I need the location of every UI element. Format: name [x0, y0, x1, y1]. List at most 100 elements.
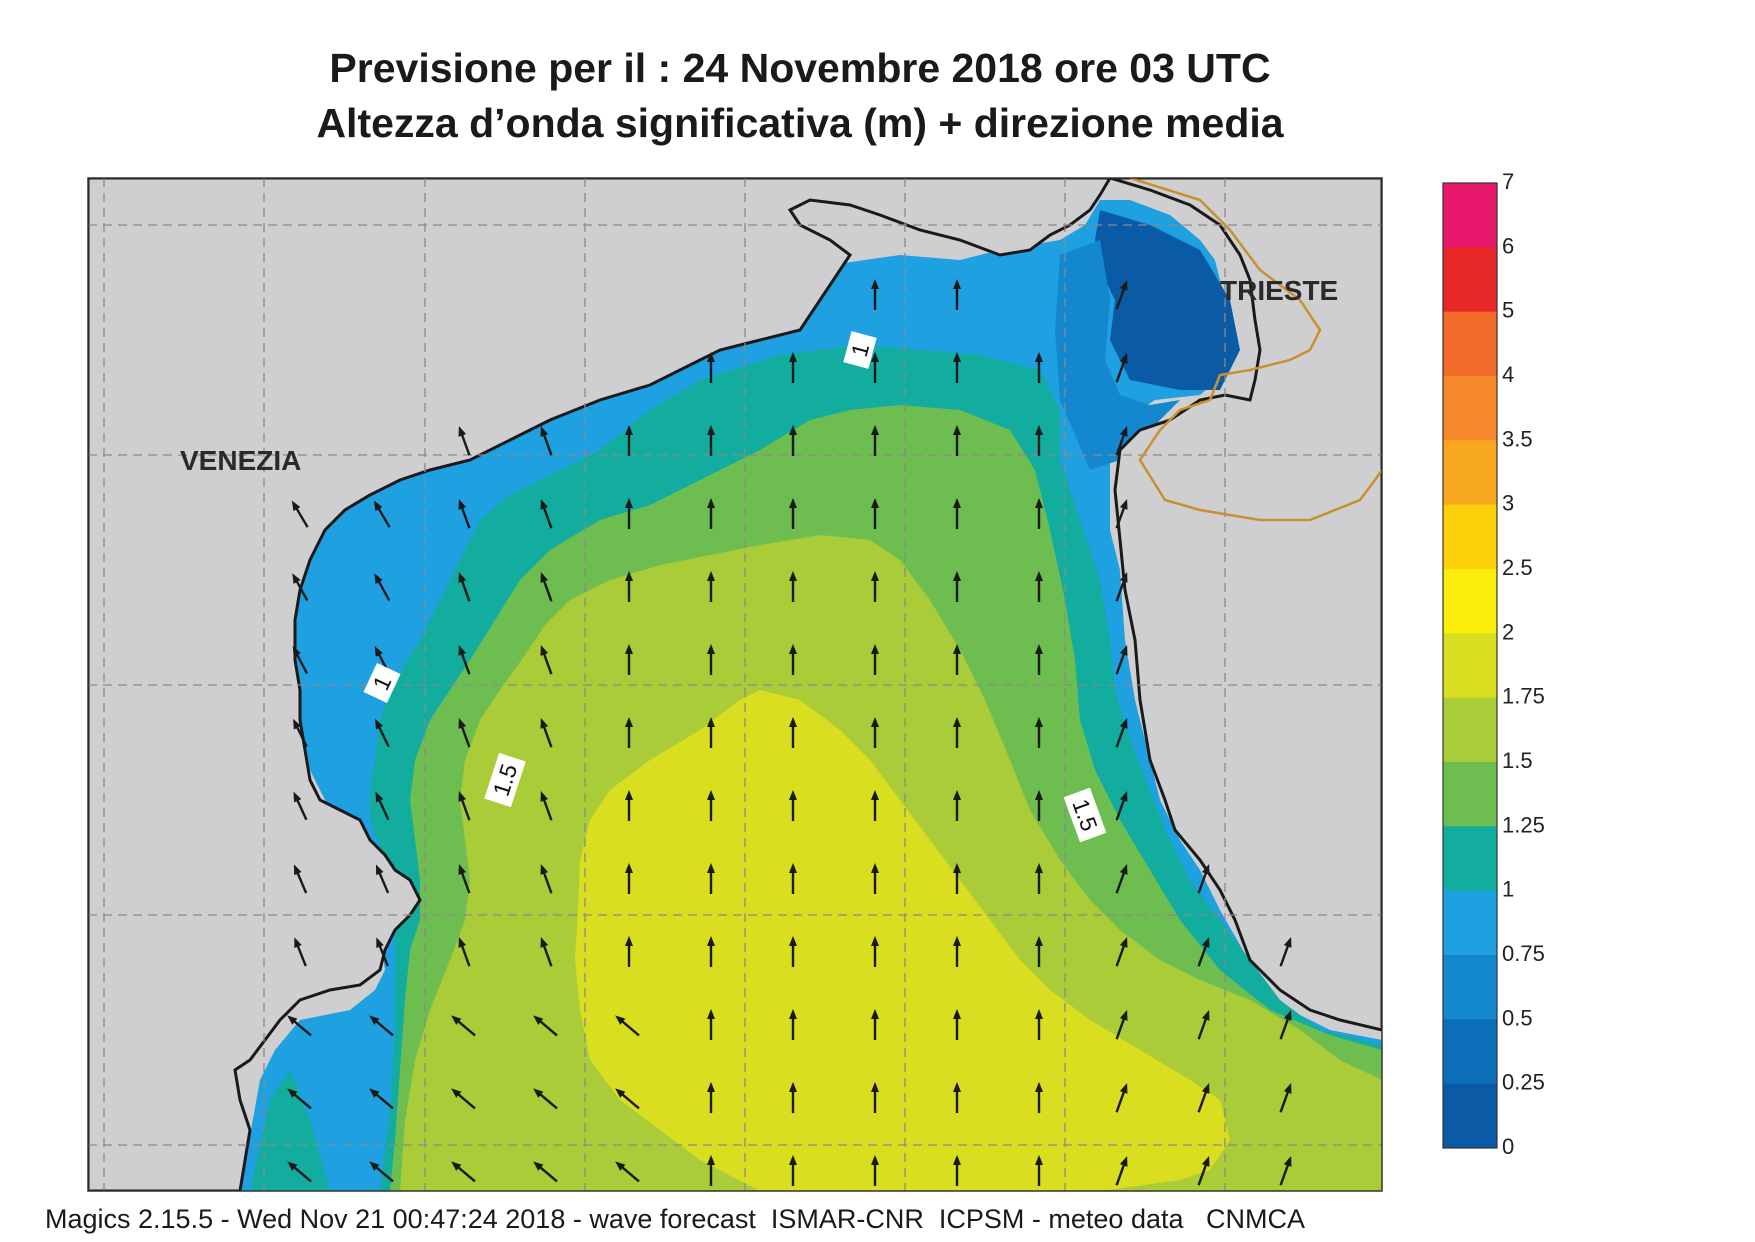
legend-tick-label: 0 [1502, 1134, 1514, 1159]
wave-arrow [615, 1088, 640, 1110]
wave-arrow [451, 1088, 476, 1110]
colorbar-legend: 7 6 5 4 3.5 3 2.5 2 1.75 1.5 1.25 1 0.75 0.5 0.25 0 [1442, 169, 1545, 1159]
wave-arrow [1279, 1156, 1292, 1186]
wave-arrow [293, 718, 308, 748]
footer-credit: Magics 2.15.5 - Wed Nov 21 00:47:24 2018… [45, 1204, 1305, 1234]
wave-arrow [540, 718, 553, 748]
wave-arrow [369, 1015, 394, 1037]
legend-tick-label: 1.75 [1502, 684, 1545, 709]
legend-tick-label: 7 [1502, 169, 1514, 194]
wave-arrow [458, 645, 471, 675]
wave-arrow [369, 1161, 394, 1183]
legend-tick-label: 2.5 [1502, 555, 1533, 580]
wave-arrow [1115, 864, 1128, 894]
sea-band-175-2 [575, 690, 1230, 1191]
wave-arrow [1115, 572, 1128, 602]
wave-arrow [1115, 1010, 1128, 1040]
city-label-venezia: VENEZIA [180, 445, 301, 476]
legend-tick-label: 1.25 [1502, 812, 1545, 837]
wave-arrow [540, 572, 553, 602]
wave-arrow [451, 1161, 476, 1183]
wave-arrow [615, 1161, 640, 1183]
wave-arrow [540, 791, 553, 821]
legend-swatch [1443, 890, 1497, 956]
legend-tick-label: 1 [1502, 877, 1514, 902]
legend-tick-label: 0.25 [1502, 1070, 1545, 1095]
wave-arrow [458, 937, 471, 967]
wave-arrow [287, 1088, 312, 1110]
map-area: 1 1 1.5 1.5 VENEZIA TRIESTE [88, 178, 1382, 1191]
wave-arrow [375, 791, 390, 821]
land-istria [1109, 178, 1382, 1032]
legend-swatch [1443, 247, 1497, 313]
wave-arrow [451, 1015, 476, 1037]
wave-arrow [540, 645, 553, 675]
wave-arrow [292, 573, 309, 601]
wave-arrow [533, 1015, 558, 1037]
wave-arrow [533, 1161, 558, 1183]
map-title-line1: Previsione per il : 24 Novembre 2018 ore… [329, 45, 1271, 91]
legend-tick-label: 1.5 [1502, 748, 1533, 773]
legend-swatch [1443, 440, 1497, 506]
wave-arrow [1115, 499, 1128, 529]
legend-swatch [1443, 762, 1497, 827]
wave-arrow [615, 1015, 640, 1037]
legend-tick-label: 6 [1502, 233, 1514, 258]
legend-swatch [1443, 183, 1497, 248]
wave-arrow [293, 864, 308, 894]
legend-swatch [1443, 826, 1497, 892]
wave-arrow [458, 718, 471, 748]
wave-arrow [1115, 718, 1128, 748]
wave-arrow [1115, 280, 1128, 310]
legend-tick-label: 4 [1502, 362, 1514, 387]
wave-arrow [1115, 353, 1128, 383]
legend-swatch [1443, 1019, 1497, 1085]
national-border [1129, 178, 1382, 522]
contour-label-1-north: 1 [843, 331, 877, 369]
wave-arrow [1197, 1083, 1210, 1113]
legend-swatch [1443, 1083, 1497, 1149]
wave-arrow [287, 1015, 312, 1037]
wave-arrow [533, 1088, 558, 1110]
wave-arrow [287, 1161, 312, 1183]
wave-arrow [374, 573, 391, 601]
wave-arrow [1279, 1083, 1292, 1113]
wave-direction-arrows [287, 278, 1292, 1186]
wave-arrow [1115, 645, 1128, 675]
wave-arrow [1115, 426, 1128, 456]
wave-arrow [373, 500, 391, 528]
wave-arrow [458, 864, 471, 894]
graticule [88, 178, 1382, 1191]
legend-tick-label: 3.5 [1502, 426, 1533, 451]
map-frame [87, 177, 1383, 1192]
land-lagoon-venezia [88, 178, 1112, 1191]
wave-arrow [376, 937, 389, 967]
wave-arrow [1115, 1083, 1128, 1113]
wave-arrow [540, 937, 553, 967]
wave-arrow [375, 864, 390, 894]
legend-swatch [1443, 955, 1497, 1020]
legend-tick-label: 3 [1502, 491, 1514, 516]
wave-arrow [540, 864, 553, 894]
map-title-line2: Altezza d’onda significativa (m) + direz… [316, 100, 1284, 146]
wave-arrow [1279, 1010, 1292, 1040]
contour-label-15-east: 1.5 [1063, 787, 1107, 843]
wave-arrow [293, 791, 308, 821]
contour-label-1-west: 1 [363, 663, 401, 703]
wave-arrow [1115, 791, 1128, 821]
legend-frame [1442, 182, 1498, 1149]
legend-tick-label: 0.5 [1502, 1005, 1533, 1030]
city-label-trieste: TRIESTE [1220, 275, 1338, 306]
wave-arrow [294, 937, 307, 967]
legend-swatch [1443, 697, 1497, 763]
wave-arrow [1115, 937, 1128, 967]
legend-swatch [1443, 376, 1497, 441]
wave-arrow [1197, 1156, 1210, 1186]
legend-swatch [1443, 311, 1497, 377]
wave-arrow [1279, 937, 1292, 967]
wave-arrow [1115, 1156, 1128, 1186]
wave-arrow [1197, 864, 1210, 894]
wave-arrow [540, 499, 553, 529]
legend-tick-label: 2 [1502, 619, 1514, 644]
